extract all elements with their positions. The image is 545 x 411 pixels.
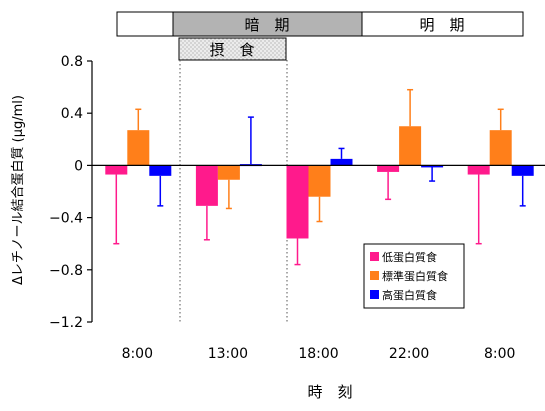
y-tick-label-1: −0.8 — [49, 263, 83, 279]
period-bar-dark — [172, 11, 363, 37]
bar-s0-c4 — [467, 165, 490, 175]
y-tick-label-3: 0 — [74, 158, 83, 174]
x-axis-label: 時 刻 — [307, 383, 352, 401]
bar-s0-c1 — [195, 165, 218, 206]
legend-swatch-2 — [370, 290, 379, 299]
y-axis-label: Δレチノール結合蛋白質 (μg/ml) — [10, 95, 26, 285]
y-tick-label-5: 0.8 — [61, 54, 83, 70]
bar-s1-c3 — [399, 126, 422, 166]
legend-label-0: 低蛋白質食 — [382, 250, 437, 264]
bar-s1-c4 — [489, 130, 512, 166]
bar-s2-c2 — [330, 158, 353, 166]
axes-layer: −1.2 −0.8 −0.4 0 0.4 0.8 8:00 13:00 18:00 22:00 8:… — [49, 54, 545, 362]
light-period-label: 明 期 — [419, 16, 464, 34]
bar-s2-c0 — [149, 165, 172, 176]
x-tick-label-3: 22:00 — [389, 346, 429, 362]
x-tick-label-1: 13:00 — [208, 346, 248, 362]
y-tick-label-0: −1.2 — [49, 315, 83, 331]
bar-s0-c0 — [105, 165, 128, 175]
bar-s0-c2 — [286, 165, 309, 239]
legend-swatch-1 — [370, 271, 379, 280]
x-tick-label-2: 18:00 — [298, 346, 338, 362]
legend-box — [363, 243, 465, 309]
y-tick-label-2: −0.4 — [49, 211, 83, 227]
y-tick-label-4: 0.4 — [61, 106, 83, 122]
legend-swatch-0 — [370, 252, 379, 261]
period-bar-light — [361, 11, 524, 37]
dark-period-label: 暗 期 — [244, 16, 289, 34]
bar-s1-c1 — [217, 165, 240, 180]
bar-s0-c3 — [377, 165, 400, 172]
x-tick-label-0: 8:00 — [122, 346, 153, 362]
feeding-label: 摂 食 — [209, 41, 254, 59]
period-bar: 暗 期 明 期 — [116, 11, 524, 37]
period-bar-pre — [116, 11, 174, 37]
bar-s2-c4 — [511, 165, 534, 176]
bar-s1-c2 — [308, 165, 331, 197]
x-tick-label-4: 8:00 — [484, 346, 515, 362]
legend-label-2: 高蛋白質食 — [382, 288, 437, 302]
bar-s1-c0 — [127, 130, 150, 166]
bars-layer — [105, 88, 534, 266]
bar-s2-c3 — [421, 165, 444, 168]
legend-label-1: 標準蛋白質食 — [382, 269, 448, 283]
feeding-box: 摂 食 — [178, 37, 287, 61]
